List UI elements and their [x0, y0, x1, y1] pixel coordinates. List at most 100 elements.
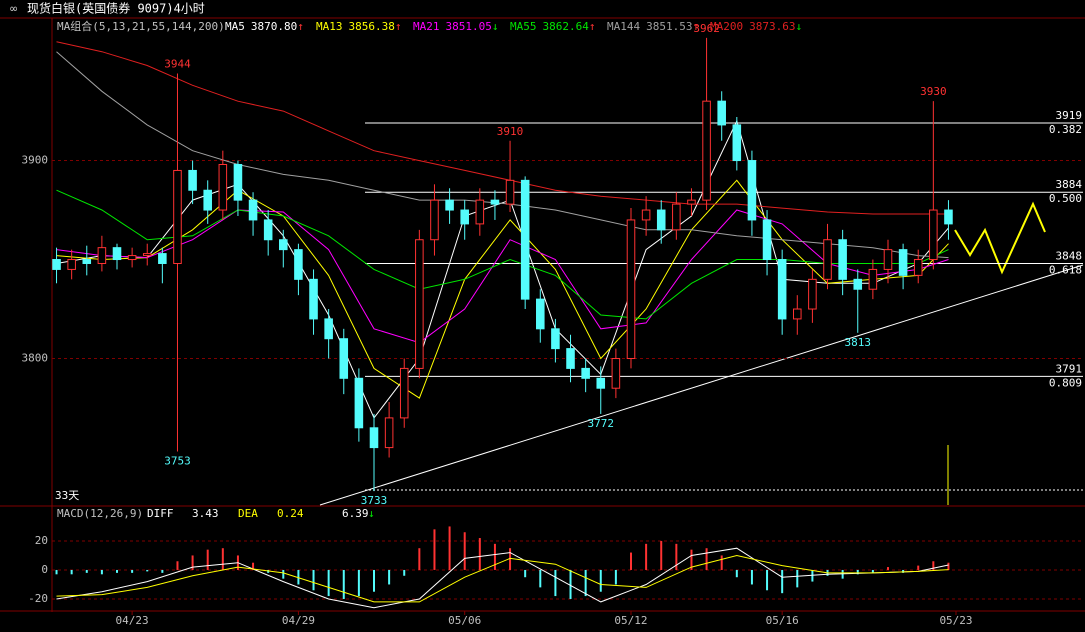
candle-body: [324, 318, 333, 340]
x-tick-label: 05/06: [448, 614, 481, 627]
legend-entry: MA5 3870.80↑: [225, 20, 304, 33]
candle-body: [490, 199, 500, 205]
candle-body: [611, 358, 621, 389]
legend-entry: MA55 3862.64↑: [510, 20, 595, 33]
candle-body: [369, 427, 379, 449]
macd-legend: DIFF: [147, 507, 174, 520]
legend-arrow: ↑: [692, 20, 699, 33]
candle-body: [777, 259, 787, 320]
legend-arrow: ↑: [589, 20, 596, 33]
candle-body: [233, 164, 243, 201]
legend-arrow: ↑: [395, 20, 402, 33]
candle-body: [868, 268, 878, 290]
diff-line: [56, 547, 949, 609]
candle-body: [672, 203, 681, 231]
candle-body: [97, 247, 107, 264]
candle-body: [823, 239, 832, 280]
level-ratio: 0.809: [1049, 376, 1082, 389]
price-annotation: 3753: [164, 455, 191, 468]
x-tick-label: 05/23: [939, 614, 972, 627]
legend-entry: MA13 3856.38↑: [316, 20, 401, 33]
legend-value: 3873.63: [749, 20, 795, 33]
price-annotation: 3944: [164, 57, 191, 70]
level-value: 3848: [1056, 249, 1083, 262]
candle-body: [747, 160, 757, 221]
candle-body: [263, 219, 273, 241]
candle-body: [460, 209, 469, 225]
candle-body: [142, 253, 152, 257]
x-tick-label: 04/23: [116, 614, 149, 627]
app-icon: ∞: [10, 2, 17, 16]
candle-body: [717, 100, 726, 126]
x-tick-label: 05/16: [766, 614, 799, 627]
candle-body: [339, 338, 349, 379]
ma-line: [56, 209, 949, 344]
candle-body: [158, 253, 167, 264]
candle-body: [173, 169, 182, 264]
price-annotation: 3813: [845, 336, 872, 349]
candle-body: [732, 124, 742, 162]
candle-body: [566, 348, 575, 369]
candle-body: [944, 209, 953, 225]
y-tick-label: 3800: [22, 352, 49, 365]
legend-value: 3862.64: [543, 20, 590, 33]
candle-body: [913, 259, 923, 276]
candle-body: [309, 278, 318, 320]
candle-body: [551, 328, 560, 350]
level-value: 3884: [1056, 178, 1083, 191]
candle-body: [687, 199, 696, 205]
price-annotation: 3733: [361, 494, 388, 507]
candle-body: [702, 100, 711, 201]
legend-name: MA200: [710, 20, 743, 33]
candle-body: [808, 278, 817, 310]
candle-body: [399, 367, 409, 419]
legend-value: 3856.38: [349, 20, 395, 33]
candle-body: [641, 209, 651, 221]
candle-body: [520, 179, 530, 300]
legend-arrow: ↑: [297, 20, 304, 33]
legend-name: MA21: [413, 20, 440, 33]
legend-entry: MA144 3851.53↑: [607, 20, 699, 33]
legend-name: MA13: [316, 20, 343, 33]
chart-title: 现货白银(英国债券 9097)4小时: [27, 1, 205, 16]
y-tick-label: -20: [28, 592, 48, 605]
candle-body: [188, 169, 197, 191]
candle-body: [415, 239, 424, 369]
y-tick-label: 3900: [22, 154, 49, 167]
legend-name: MA5: [225, 20, 245, 33]
candle-body: [112, 247, 122, 261]
candle-body: [430, 199, 439, 241]
candle-body: [596, 377, 606, 389]
legend-value: 3851.05: [446, 20, 492, 33]
candle-body: [354, 377, 364, 429]
y-tick-label: 20: [35, 534, 48, 547]
candle-body: [505, 179, 515, 205]
candle-body: [203, 189, 212, 211]
candle-body: [294, 249, 303, 280]
macd-legend: MACD(12,26,9): [57, 507, 143, 520]
legend-name: MA55: [510, 20, 537, 33]
ma-title: MA组合(5,13,21,55,144,200): [57, 19, 225, 33]
macd-legend: 6.39: [342, 507, 369, 520]
candle-body: [581, 367, 590, 379]
trendline: [319, 264, 1084, 506]
candle-body: [445, 199, 454, 211]
candle-body: [248, 199, 258, 221]
candle-body: [853, 278, 863, 290]
candle-body: [279, 239, 288, 251]
candle-body: [656, 209, 666, 231]
candle-body: [218, 164, 228, 211]
legend-value: 3851.53: [646, 20, 692, 33]
ma-line: [56, 189, 949, 320]
candle-body: [127, 255, 137, 261]
candle-body: [929, 209, 938, 261]
candle-body: [384, 417, 394, 449]
y-tick-label: 0: [41, 563, 48, 576]
price-annotation: 3930: [920, 85, 947, 98]
candle-body: [793, 308, 802, 320]
level-ratio: 0.382: [1049, 123, 1082, 136]
candle-body: [898, 249, 908, 276]
price-annotation: 3962: [693, 22, 720, 35]
